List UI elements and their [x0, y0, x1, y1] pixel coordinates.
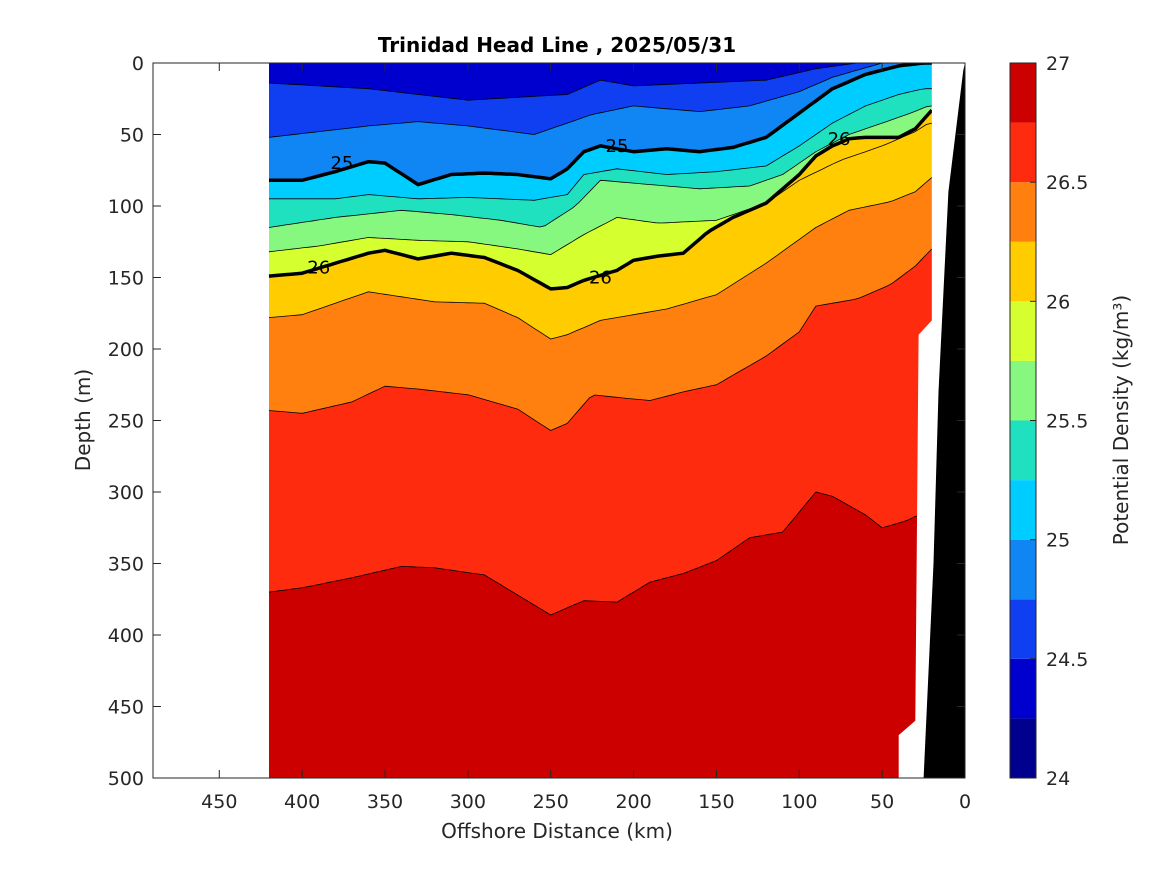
colorbar-swatch [1010, 301, 1036, 361]
isopycnal-line [268, 63, 932, 138]
y-tick-label: 350 [108, 554, 144, 576]
colorbar-swatch [1010, 241, 1036, 302]
density-band [269, 177, 932, 431]
isopycnal-line [268, 248, 933, 431]
x-tick-label: 50 [870, 791, 894, 813]
colorbar-swatch [1010, 182, 1036, 242]
x-axis-ticks: 450 400 350 300 250 200 150 100 50 0 [201, 63, 971, 813]
colorbar-tick-label: 25.5 [1046, 411, 1088, 433]
y-tick-label: 100 [108, 196, 144, 218]
colorbar-tick-label: 24 [1046, 768, 1070, 790]
isopycnal-line [268, 105, 932, 228]
density-bands [269, 63, 932, 778]
density-band [269, 248, 932, 615]
x-tick-label: 150 [698, 791, 734, 813]
isopycnal-line [268, 122, 932, 255]
y-tick-label: 250 [108, 411, 144, 433]
colorbar-tick-label: 27 [1046, 53, 1070, 75]
x-tick-label: 450 [201, 791, 237, 813]
colorbar-swatch [1010, 658, 1036, 719]
chart-title: Trinidad Head Line , 2025/05/31 [378, 33, 736, 57]
y-tick-label: 50 [120, 125, 144, 147]
contour-label: 26 [828, 129, 851, 150]
contour-label: 26 [307, 257, 330, 278]
density-band [269, 63, 932, 101]
isopycnal-line [268, 491, 932, 616]
y-tick-label: 400 [108, 625, 144, 647]
y-tick-label: 500 [108, 768, 144, 790]
colorbar-swatch [1010, 599, 1036, 659]
y-tick-label: 300 [108, 482, 144, 504]
y-axis-label: Depth (m) [71, 369, 95, 471]
colorbar-swatch [1010, 718, 1036, 778]
isopycnal-line [269, 63, 932, 187]
isopycnal-line [269, 88, 932, 201]
density-band [269, 63, 932, 138]
colorbar-tick-label: 24.5 [1046, 649, 1088, 671]
x-tick-label: 300 [450, 791, 486, 813]
x-tick-label: 350 [367, 791, 403, 813]
density-band [269, 105, 932, 255]
density-band [269, 110, 932, 289]
colorbar-label: Potential Density (kg/m³) [1109, 295, 1133, 546]
colorbar-swatch [1010, 122, 1036, 183]
colorbar-swatch [1010, 420, 1036, 481]
contour-label: 26 [589, 268, 612, 289]
isopycnal-line [268, 63, 932, 101]
y-tick-label: 450 [108, 697, 144, 719]
x-axis-label: Offshore Distance (km) [441, 819, 673, 843]
density-band [269, 63, 932, 185]
x-tick-label: 200 [615, 791, 651, 813]
colorbar-swatch [1010, 480, 1036, 540]
x-tick-label: 0 [959, 791, 971, 813]
isopycnal-line [268, 109, 934, 291]
contour-labels: 25 25 26 26 26 [307, 129, 851, 289]
y-axis-ticks: 0 50 100 150 200 250 300 350 400 450 500 [108, 53, 965, 790]
colorbar-tick-label: 25 [1046, 530, 1070, 552]
colorbar-swatch [1010, 539, 1036, 600]
y-tick-label: 200 [108, 339, 144, 361]
y-tick-label: 150 [108, 268, 144, 290]
colorbar-swatch [1010, 360, 1036, 421]
isopycnal-line [268, 177, 933, 340]
x-tick-label: 400 [284, 791, 320, 813]
y-tick-label: 0 [132, 53, 144, 75]
x-tick-label: 250 [533, 791, 569, 813]
seafloor-bathymetry [923, 63, 965, 778]
density-band [269, 88, 932, 228]
bathymetry-mask [898, 63, 965, 778]
contour-label: 25 [330, 153, 353, 174]
density-band [269, 110, 932, 339]
colorbar-tick-label: 26 [1046, 291, 1070, 313]
colorbar: 27 26.5 26 25.5 25 24.5 24 [1009, 53, 1088, 790]
x-tick-label: 100 [781, 791, 817, 813]
isopycnal-lines [268, 63, 934, 616]
contour-label: 25 [606, 136, 629, 157]
colorbar-tick-label: 26.5 [1046, 172, 1088, 194]
colorbar-swatch [1010, 63, 1036, 123]
density-band [269, 492, 932, 778]
density-band [269, 63, 932, 201]
